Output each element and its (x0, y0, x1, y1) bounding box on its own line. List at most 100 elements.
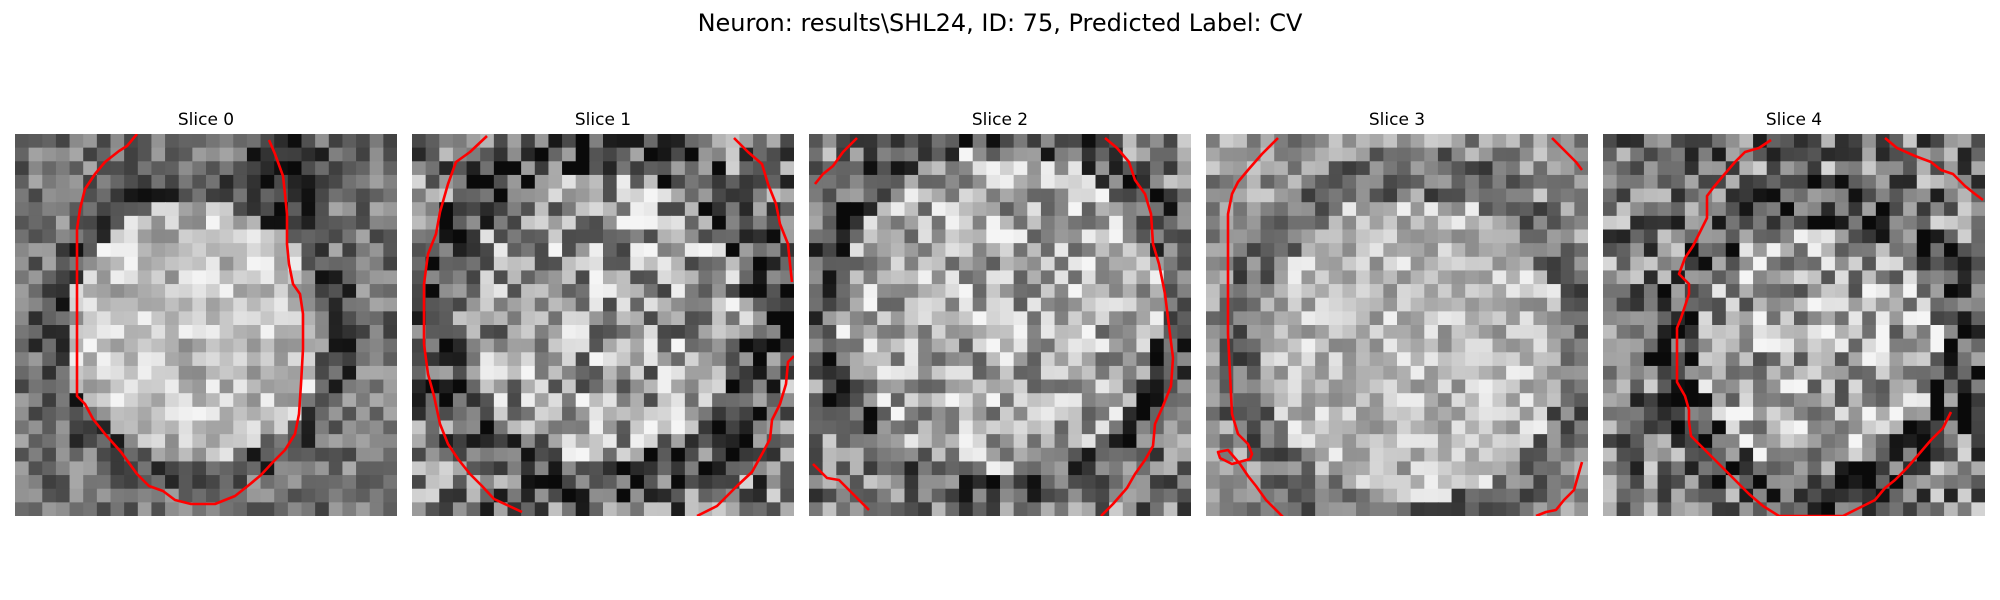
pixel (467, 230, 481, 244)
pixel (179, 284, 193, 298)
pixel (1082, 202, 1096, 216)
pixel (1177, 325, 1191, 339)
pixel (480, 393, 494, 407)
pixel (1247, 366, 1261, 380)
pixel (726, 148, 740, 162)
pixel (1658, 202, 1672, 216)
pixel (247, 421, 261, 435)
pixel (383, 257, 397, 271)
pixel (1917, 270, 1931, 284)
pixel (973, 475, 987, 489)
pixel (753, 298, 767, 312)
pixel (220, 380, 234, 394)
pixel (1356, 284, 1370, 298)
pixel (1876, 257, 1890, 271)
pixel (1835, 461, 1849, 475)
pixel (1849, 134, 1863, 148)
pixel (111, 461, 125, 475)
pixel (124, 366, 138, 380)
pixel (864, 448, 878, 462)
pixel (56, 161, 70, 175)
pixel (1671, 421, 1685, 435)
pixel (1574, 189, 1588, 203)
pixel (918, 161, 932, 175)
pixel (535, 393, 549, 407)
pixel (111, 393, 125, 407)
pixel (1547, 298, 1561, 312)
pixel (1302, 311, 1316, 325)
pixel (1356, 216, 1370, 230)
pixel (809, 366, 823, 380)
pixel (1520, 161, 1534, 175)
pixel (959, 257, 973, 271)
pixel (1136, 243, 1150, 257)
pixel (1288, 189, 1302, 203)
pixel (124, 502, 138, 516)
pixel (1944, 461, 1958, 475)
pixel (356, 489, 370, 503)
pixel (1794, 284, 1808, 298)
pixel (412, 489, 426, 503)
pixel (753, 489, 767, 503)
pixel (1561, 161, 1575, 175)
pixel (823, 298, 837, 312)
pixel (1438, 380, 1452, 394)
pixel (1397, 339, 1411, 353)
pixel (1739, 393, 1753, 407)
pixel (1397, 475, 1411, 489)
pixel (1288, 366, 1302, 380)
pixel (1397, 175, 1411, 189)
pixel (562, 502, 576, 516)
pixel (905, 230, 919, 244)
pixel (945, 202, 959, 216)
pixel (1753, 448, 1767, 462)
pixel (1123, 393, 1137, 407)
pixel (1644, 284, 1658, 298)
pixel (603, 284, 617, 298)
pixel (1274, 380, 1288, 394)
pixel (1671, 216, 1685, 230)
pixel (1547, 448, 1561, 462)
pixel (1917, 325, 1931, 339)
pixel (302, 366, 316, 380)
pixel (1274, 270, 1288, 284)
pixel (1302, 284, 1316, 298)
pixel (809, 311, 823, 325)
pixel (1780, 393, 1794, 407)
pixel (1479, 134, 1493, 148)
pixel (780, 421, 794, 435)
pixel (1302, 339, 1316, 353)
pixel (1055, 230, 1069, 244)
pixel (809, 298, 823, 312)
pixel (699, 407, 713, 421)
pixel (1383, 202, 1397, 216)
pixel (1315, 366, 1329, 380)
pixel (383, 202, 397, 216)
pixel (658, 434, 672, 448)
pixel (151, 421, 165, 435)
pixel (877, 202, 891, 216)
pixel (1574, 421, 1588, 435)
pixel (342, 284, 356, 298)
pixel (261, 298, 275, 312)
pixel (220, 243, 234, 257)
pixel (274, 366, 288, 380)
pixel (959, 339, 973, 353)
pixel (1574, 339, 1588, 353)
pixel (1712, 352, 1726, 366)
pixel (1055, 189, 1069, 203)
pixel (192, 243, 206, 257)
pixel (261, 502, 275, 516)
pixel (42, 175, 56, 189)
pixel (1411, 325, 1425, 339)
pixel (220, 230, 234, 244)
pixel (15, 475, 29, 489)
pixel (1177, 243, 1191, 257)
pixel (630, 461, 644, 475)
pixel (1971, 502, 1985, 516)
pixel (356, 257, 370, 271)
pixel (233, 352, 247, 366)
pixel (1397, 216, 1411, 230)
pixel (1739, 202, 1753, 216)
pixel (1930, 325, 1944, 339)
